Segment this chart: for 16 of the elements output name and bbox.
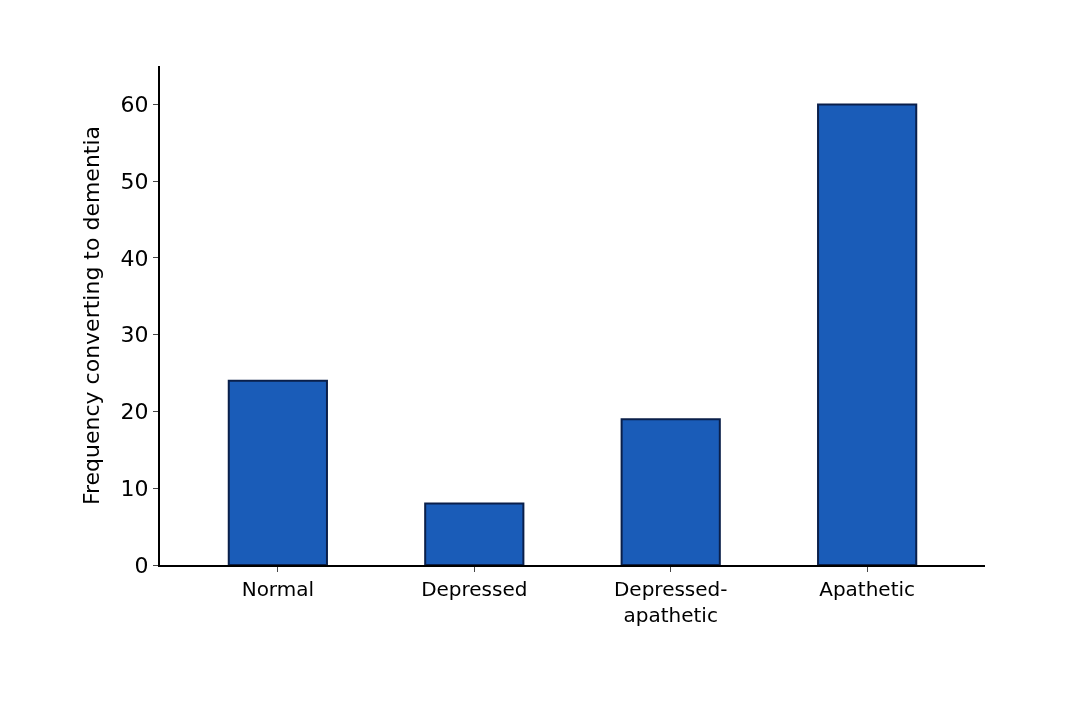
- y-tick-label: 60: [120, 92, 149, 118]
- y-tick-label: 0: [134, 552, 149, 578]
- y-tick-label: 40: [120, 245, 149, 271]
- bar: [620, 418, 721, 565]
- y-tick-label: 30: [120, 322, 149, 348]
- x-tick-label: Depressed- apathetic: [613, 577, 728, 627]
- y-tick-label: 50: [120, 168, 149, 194]
- x-tick-label: Apathetic: [819, 577, 916, 601]
- x-tick-label: Depressed: [421, 577, 528, 601]
- bar: [424, 502, 525, 565]
- x-tick-label: Normal: [241, 577, 315, 601]
- bar: [227, 379, 328, 565]
- y-tick-label: 20: [120, 399, 149, 425]
- y-axis-title: Frequency converting to dementia: [78, 125, 104, 506]
- bar: [817, 103, 918, 565]
- y-tick-label: 10: [120, 475, 149, 501]
